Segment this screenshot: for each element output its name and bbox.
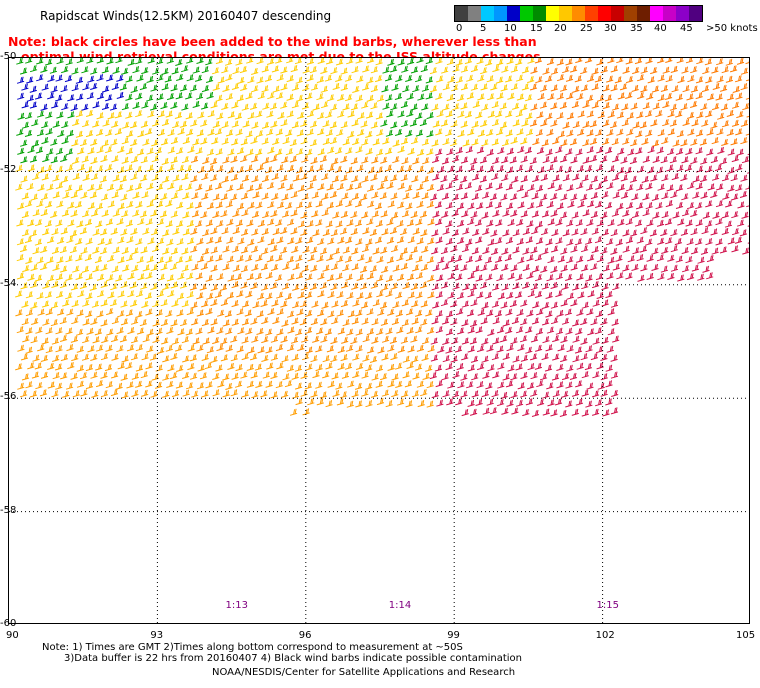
map-svg <box>9 58 749 623</box>
legend-labels: 0 5 10 15 20 25 30 35 40 45 >50 knots <box>454 22 758 36</box>
latitude-tick-label: -56 <box>0 391 17 403</box>
latitude-tick-label: -58 <box>0 504 17 516</box>
longitude-tick-label: 102 <box>595 630 615 641</box>
legend-label: 10 <box>504 23 517 34</box>
longitude-tick-label: 93 <box>150 630 164 641</box>
legend-swatch <box>663 6 676 21</box>
latitude-tick-label: -50 <box>0 51 17 62</box>
legend-swatch <box>468 6 481 21</box>
legend-color-bar <box>454 5 703 22</box>
longitude-tick-label: 90 <box>6 630 19 641</box>
legend-swatch <box>494 6 507 21</box>
legend-swatch <box>637 6 650 21</box>
measurement-time-label: 1:13 <box>225 600 248 611</box>
legend-swatch <box>689 6 702 21</box>
legend-label: 30 <box>604 23 617 34</box>
legend-label: 45 <box>680 23 693 34</box>
footer-note-1: Note: 1) Times are GMT 2)Times along bot… <box>42 642 463 653</box>
legend-label: 0 <box>456 23 463 34</box>
measurement-time-label: 1:14 <box>388 600 412 611</box>
wind-barb-map <box>8 57 750 624</box>
legend-swatch <box>572 6 585 21</box>
legend-label: 25 <box>580 23 593 34</box>
legend-swatch <box>650 6 663 21</box>
legend-swatch <box>585 6 598 21</box>
latitude-tick-label: -52 <box>0 164 17 176</box>
wind-speed-color-legend: 0 5 10 15 20 25 30 35 40 45 >50 knots <box>454 5 758 36</box>
legend-swatch <box>559 6 572 21</box>
longitude-tick-label: 105 <box>736 630 756 641</box>
legend-label: 40 <box>654 23 667 34</box>
legend-label: >50 knots <box>706 23 758 34</box>
legend-label: 35 <box>630 23 643 34</box>
longitude-tick-label: 99 <box>447 630 460 641</box>
measurement-time-label: 1:15 <box>596 600 619 611</box>
legend-swatch <box>533 6 546 21</box>
legend-swatch <box>455 6 468 21</box>
legend-swatch <box>546 6 559 21</box>
footer-credit: NOAA/NESDIS/Center for Satellite Applica… <box>212 667 516 678</box>
note-line-1: Note: black circles have been added to t… <box>8 34 537 49</box>
latitude-tick-label: -60 <box>0 618 17 629</box>
footer-note-2: 3)Data buffer is 22 hrs from 20160407 4)… <box>64 653 522 664</box>
legend-swatch <box>611 6 624 21</box>
lat-lon-gridlines <box>9 58 749 623</box>
legend-label: 15 <box>530 23 543 34</box>
legend-swatch <box>481 6 494 21</box>
wind-barbs <box>15 58 749 417</box>
legend-swatch <box>624 6 637 21</box>
legend-swatch <box>598 6 611 21</box>
chart-title: Rapidscat Winds(12.5KM) 20160407 descend… <box>40 9 332 23</box>
legend-swatch <box>507 6 520 21</box>
legend-label: 5 <box>480 23 487 34</box>
latitude-tick-label: -54 <box>0 277 17 289</box>
legend-swatch <box>520 6 533 21</box>
legend-label: 20 <box>554 23 567 34</box>
legend-swatch <box>676 6 689 21</box>
longitude-tick-label: 96 <box>298 630 312 641</box>
